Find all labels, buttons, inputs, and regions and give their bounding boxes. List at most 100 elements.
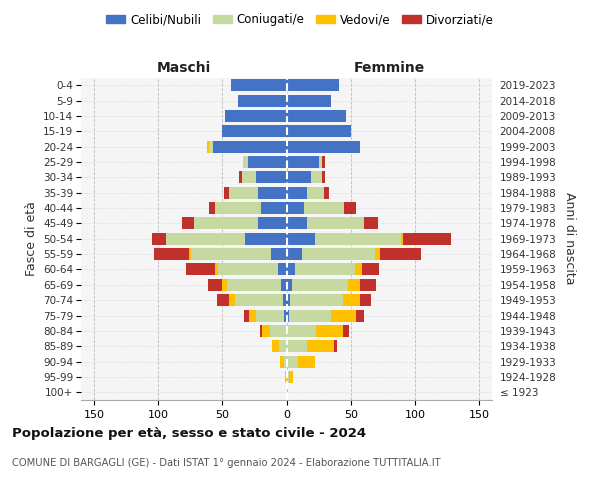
Bar [311, 172, 322, 183]
Bar [287, 279, 292, 291]
Bar [360, 294, 371, 306]
Bar [287, 140, 360, 152]
Bar [307, 186, 324, 198]
Bar [242, 172, 256, 183]
Bar [213, 140, 287, 152]
Bar [287, 248, 302, 260]
Text: Popolazione per età, sesso e stato civile - 2024: Popolazione per età, sesso e stato civil… [12, 428, 366, 440]
Bar [285, 371, 287, 383]
Bar [261, 202, 287, 214]
Bar [287, 79, 339, 91]
Bar [222, 126, 287, 137]
Bar [287, 340, 307, 352]
Bar [364, 218, 377, 230]
Bar [287, 386, 288, 398]
Bar [209, 140, 213, 152]
Bar [343, 294, 360, 306]
Bar [322, 172, 325, 183]
Bar [244, 310, 249, 322]
Bar [262, 325, 270, 337]
Bar [248, 156, 287, 168]
Bar [152, 233, 166, 244]
Bar [287, 218, 307, 230]
Bar [307, 218, 364, 230]
Bar [375, 248, 380, 260]
Bar [209, 202, 215, 214]
Bar [298, 356, 315, 368]
Bar [289, 310, 331, 322]
Bar [272, 340, 279, 352]
Bar [166, 233, 245, 244]
Bar [344, 202, 356, 214]
Bar [287, 294, 290, 306]
Bar [215, 264, 218, 276]
Bar [154, 248, 189, 260]
Bar [258, 218, 287, 230]
Bar [304, 202, 344, 214]
Bar [239, 172, 242, 183]
Bar [287, 202, 304, 214]
Bar [348, 279, 360, 291]
Bar [191, 248, 271, 260]
Bar [256, 172, 287, 183]
Bar [215, 202, 261, 214]
Bar [256, 310, 284, 322]
Bar [287, 371, 289, 383]
Bar [343, 325, 349, 337]
Bar [319, 156, 322, 168]
Bar [227, 279, 281, 291]
Bar [189, 248, 191, 260]
Bar [218, 264, 278, 276]
Bar [287, 94, 331, 106]
Bar [334, 340, 337, 352]
Bar [222, 279, 227, 291]
Bar [380, 248, 421, 260]
Text: Maschi: Maschi [157, 61, 211, 75]
Bar [231, 79, 287, 91]
Bar [287, 356, 298, 368]
Bar [270, 325, 287, 337]
Bar [278, 264, 287, 276]
Bar [281, 279, 287, 291]
Bar [283, 294, 287, 306]
Bar [287, 186, 307, 198]
Bar [245, 233, 287, 244]
Bar [302, 248, 375, 260]
Bar [355, 264, 362, 276]
Bar [287, 310, 289, 322]
Bar [287, 325, 316, 337]
Y-axis label: Fasce di età: Fasce di età [25, 202, 38, 276]
Bar [260, 325, 262, 337]
Bar [284, 356, 287, 368]
Bar [271, 248, 287, 260]
Bar [229, 294, 235, 306]
Bar [289, 371, 293, 383]
Bar [287, 172, 311, 183]
Bar [217, 294, 229, 306]
Bar [284, 310, 287, 322]
Bar [238, 94, 287, 106]
Bar [207, 140, 209, 152]
Bar [229, 186, 258, 198]
Bar [182, 218, 194, 230]
Bar [322, 156, 325, 168]
Bar [249, 310, 256, 322]
Bar [331, 310, 356, 322]
Bar [324, 186, 329, 198]
Bar [287, 156, 319, 168]
Bar [187, 264, 215, 276]
Bar [243, 156, 248, 168]
Bar [235, 294, 283, 306]
Y-axis label: Anni di nascita: Anni di nascita [563, 192, 576, 285]
Bar [362, 264, 379, 276]
Bar [315, 233, 401, 244]
Bar [316, 325, 343, 337]
Bar [225, 110, 287, 122]
Bar [401, 233, 403, 244]
Bar [280, 356, 284, 368]
Bar [287, 126, 351, 137]
Bar [356, 310, 364, 322]
Bar [287, 233, 315, 244]
Bar [307, 340, 334, 352]
Bar [292, 279, 348, 291]
